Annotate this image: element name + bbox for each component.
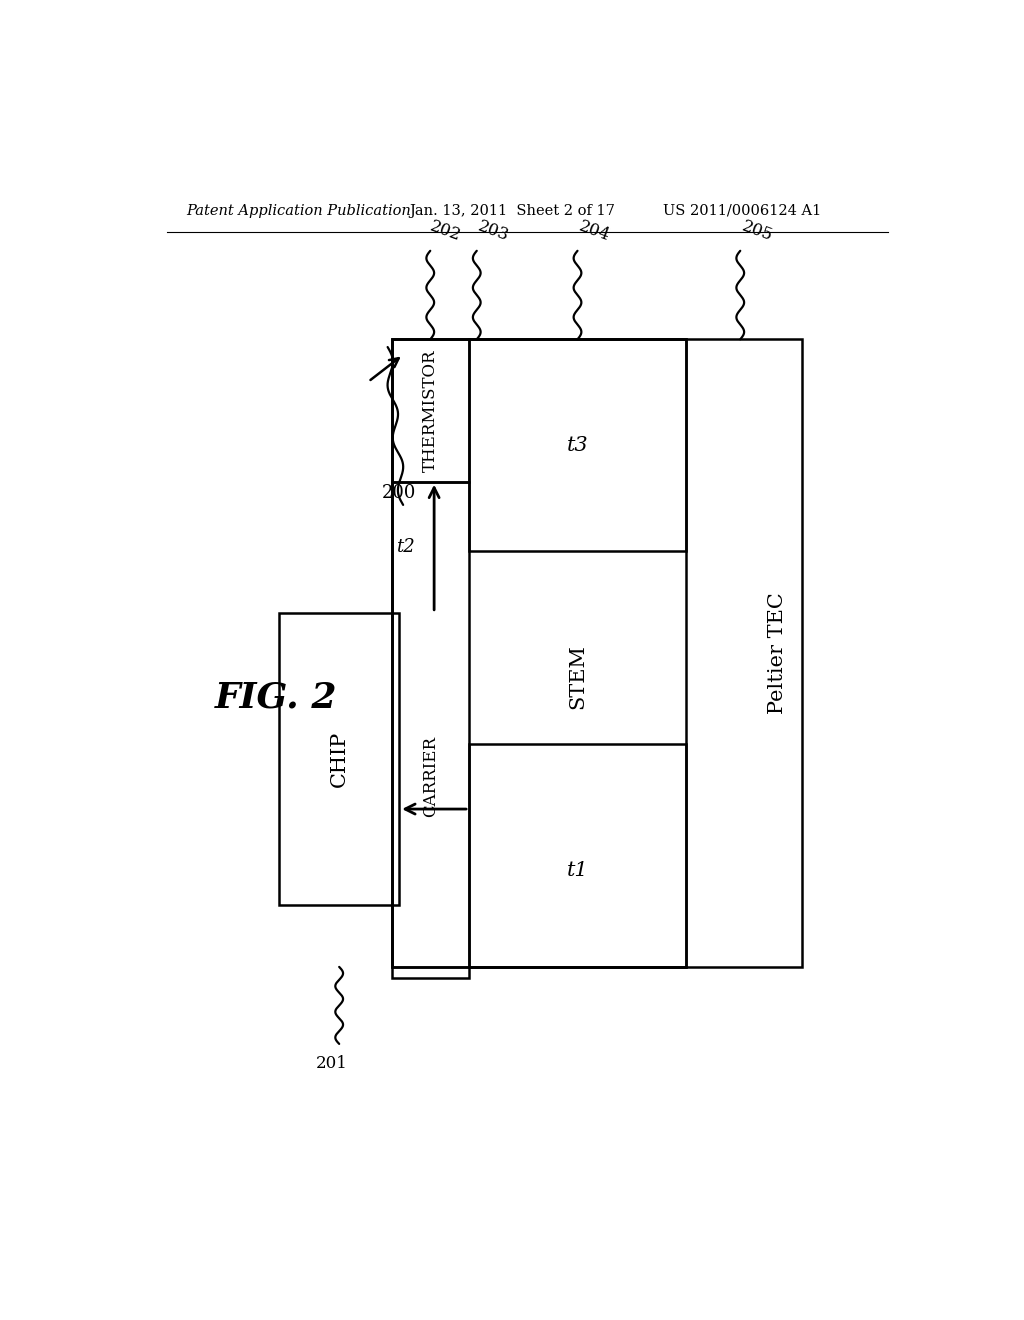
Text: 203: 203 [476, 218, 512, 246]
Text: 204: 204 [577, 218, 612, 246]
Text: t2: t2 [396, 539, 415, 556]
Text: US 2011/0006124 A1: US 2011/0006124 A1 [663, 203, 821, 218]
Text: 200: 200 [382, 484, 417, 503]
Text: Peltier TEC: Peltier TEC [768, 593, 787, 714]
Text: Jan. 13, 2011  Sheet 2 of 17: Jan. 13, 2011 Sheet 2 of 17 [410, 203, 615, 218]
Text: FIG. 2: FIG. 2 [215, 680, 337, 714]
Bar [391, 339, 802, 968]
Bar [280, 612, 399, 906]
Text: CHIP: CHIP [330, 731, 349, 787]
Bar [391, 339, 469, 482]
Text: 202: 202 [428, 218, 464, 246]
Text: THERMISTOR: THERMISTOR [422, 350, 438, 471]
Text: t1: t1 [566, 861, 589, 880]
Bar [391, 339, 686, 968]
Bar [469, 743, 686, 966]
Bar [391, 482, 469, 978]
Text: Patent Application Publication: Patent Application Publication [186, 203, 411, 218]
Text: t3: t3 [566, 436, 589, 454]
Text: 201: 201 [315, 1055, 347, 1072]
Text: 205: 205 [739, 218, 775, 246]
Bar [469, 339, 686, 552]
Text: CARRIER: CARRIER [422, 735, 438, 817]
Text: STEM: STEM [568, 644, 587, 709]
